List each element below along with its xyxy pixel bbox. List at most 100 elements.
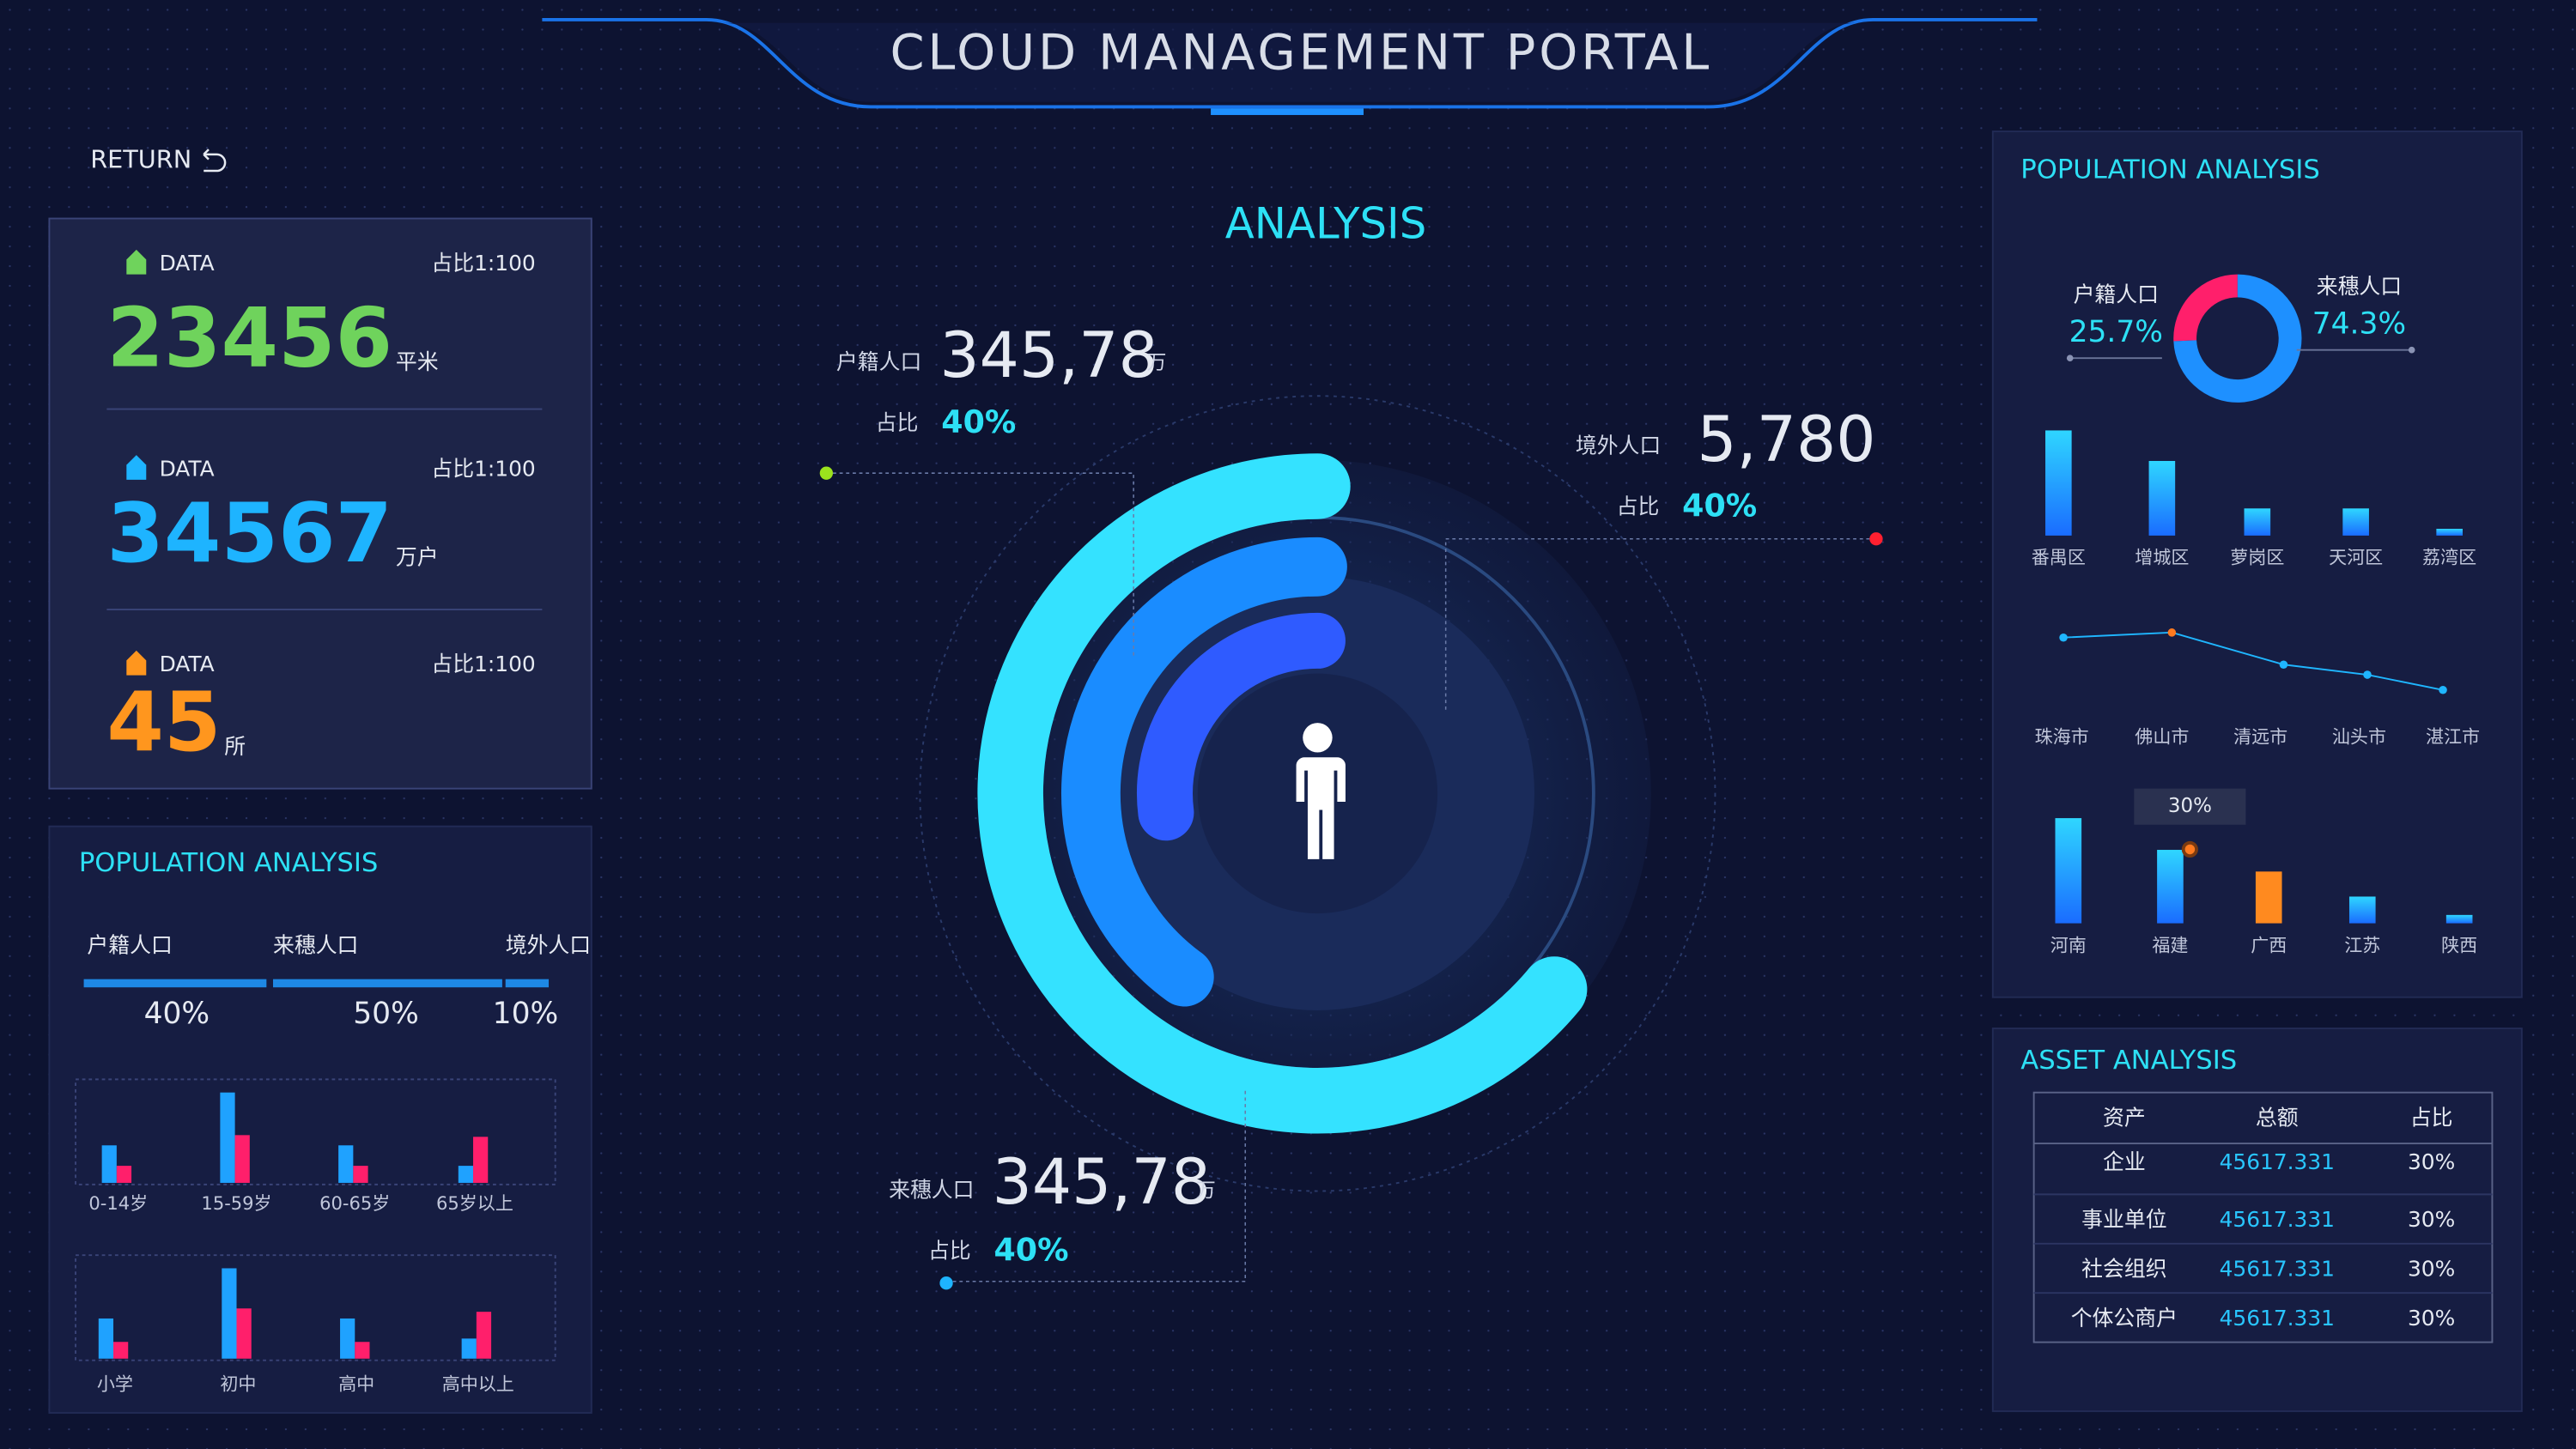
x-tick-label: 湛江市 [2426, 725, 2480, 747]
callout-share-label: 占比 [876, 410, 919, 435]
x-tick-label: 汕头市 [2332, 725, 2386, 747]
table-cell: 事业单位 [2081, 1207, 2166, 1232]
callout-share-label: 占比 [1617, 494, 1660, 518]
table-cell: 个体公商户 [2071, 1306, 2178, 1331]
bar [2244, 508, 2271, 536]
donut-wedge [2173, 274, 2302, 403]
x-tick-label: 天河区 [2329, 547, 2383, 568]
header-accent [1211, 108, 1364, 115]
leader-dot [2408, 346, 2415, 354]
stat-ratio: 占比1:100 [431, 652, 535, 676]
callout-dot [819, 466, 834, 480]
stat-icon [126, 650, 147, 676]
x-tick-label: 江苏 [2344, 934, 2380, 955]
bar [234, 1135, 250, 1183]
donut-label: 25.7% [2069, 315, 2163, 349]
x-tick-label: 佛山市 [2135, 725, 2189, 747]
stat-unit: 万户 [396, 545, 439, 570]
x-tick-label: 15-59岁 [201, 1192, 271, 1214]
x-tick-label: 高中以上 [442, 1373, 514, 1394]
x-tick-label: 广西 [2251, 934, 2287, 955]
share-label: 10% [493, 997, 559, 1031]
bar [101, 1145, 117, 1183]
table-header: 占比 [2410, 1105, 2453, 1130]
share-category: 户籍人口 [87, 932, 172, 957]
bar [2148, 460, 2176, 536]
table-cell: 社会组织 [2081, 1256, 2166, 1281]
leader-dot [2066, 355, 2074, 362]
bar [353, 1166, 368, 1183]
bar [222, 1268, 237, 1359]
bar [2342, 508, 2369, 536]
bar [2255, 871, 2282, 924]
section-title: ANALYSIS [1225, 199, 1427, 249]
line-point [2059, 633, 2068, 642]
table-cell: 30% [2408, 1256, 2455, 1281]
callout-label: 境外人口 [1576, 433, 1661, 458]
stat-value: 45 [106, 674, 221, 770]
x-tick-label: 荔湾区 [2422, 547, 2476, 568]
return-button[interactable]: RETURN [90, 145, 191, 174]
table-cell: 30% [2408, 1149, 2455, 1174]
outer-guide [919, 395, 1716, 1192]
callout-line [826, 472, 1134, 658]
donut-label: 74.3% [2312, 306, 2406, 341]
panel-title: POPULATION ANALYSIS [79, 848, 378, 878]
stat-unit: 平米 [396, 349, 439, 374]
bar [113, 1342, 129, 1359]
x-tick-label: 增城区 [2135, 547, 2189, 568]
donut-category: 来穗人口 [2317, 274, 2402, 299]
x-tick-label: 陕西 [2441, 934, 2477, 955]
bar [338, 1145, 354, 1183]
bar [220, 1092, 235, 1183]
stat-ratio: 占比1:100 [431, 456, 535, 481]
x-tick-label: 萝岗区 [2230, 547, 2284, 568]
callout-share: 40% [994, 1231, 1069, 1268]
bar [2157, 850, 2184, 924]
callout-unit: 万 [1146, 351, 1166, 373]
bar [236, 1308, 252, 1359]
table-header: 资产 [2103, 1105, 2146, 1130]
table-frame [2032, 1091, 2494, 1343]
x-tick-label: 高中 [338, 1373, 374, 1394]
bar [355, 1342, 370, 1359]
callout-line [1444, 537, 1876, 710]
bar [473, 1137, 489, 1183]
table-cell: 45617.331 [2220, 1256, 2335, 1281]
table-cell: 30% [2408, 1306, 2455, 1331]
tooltip-box [2134, 788, 2246, 825]
share-segment [505, 979, 550, 988]
bar [2445, 914, 2473, 924]
table-cell: 45617.331 [2220, 1207, 2335, 1232]
bar [458, 1166, 474, 1183]
tooltip-dot [2181, 840, 2198, 858]
stat-label: DATA [160, 456, 215, 481]
bar [2055, 818, 2082, 924]
ring-arc [1060, 537, 1347, 1007]
callout-label: 户籍人口 [836, 349, 921, 374]
panel-title: ASSET ANALYSIS [2020, 1046, 2237, 1076]
x-tick-label: 福建 [2152, 934, 2188, 955]
x-tick-label: 0-14岁 [88, 1192, 148, 1214]
stat-label: DATA [160, 652, 215, 676]
bar [340, 1318, 355, 1359]
table-cell: 30% [2408, 1207, 2455, 1232]
x-tick-label: 65岁以上 [436, 1192, 513, 1214]
bar [2436, 529, 2463, 536]
table-cell: 45617.331 [2220, 1149, 2335, 1174]
callout-value: 345,78 [993, 1147, 1211, 1219]
x-tick-label: 珠海市 [2035, 725, 2089, 747]
callout-unit: 万 [1196, 1179, 1216, 1202]
share-label: 50% [353, 997, 419, 1031]
callout-share: 40% [1682, 487, 1757, 524]
x-tick-label: 60-65岁 [319, 1192, 390, 1214]
stats-panel [48, 217, 592, 790]
bar [476, 1312, 492, 1359]
return-icon[interactable] [203, 149, 227, 173]
callout-dot [939, 1276, 953, 1290]
callout-line [946, 1087, 1247, 1282]
share-label: 40% [144, 997, 210, 1031]
